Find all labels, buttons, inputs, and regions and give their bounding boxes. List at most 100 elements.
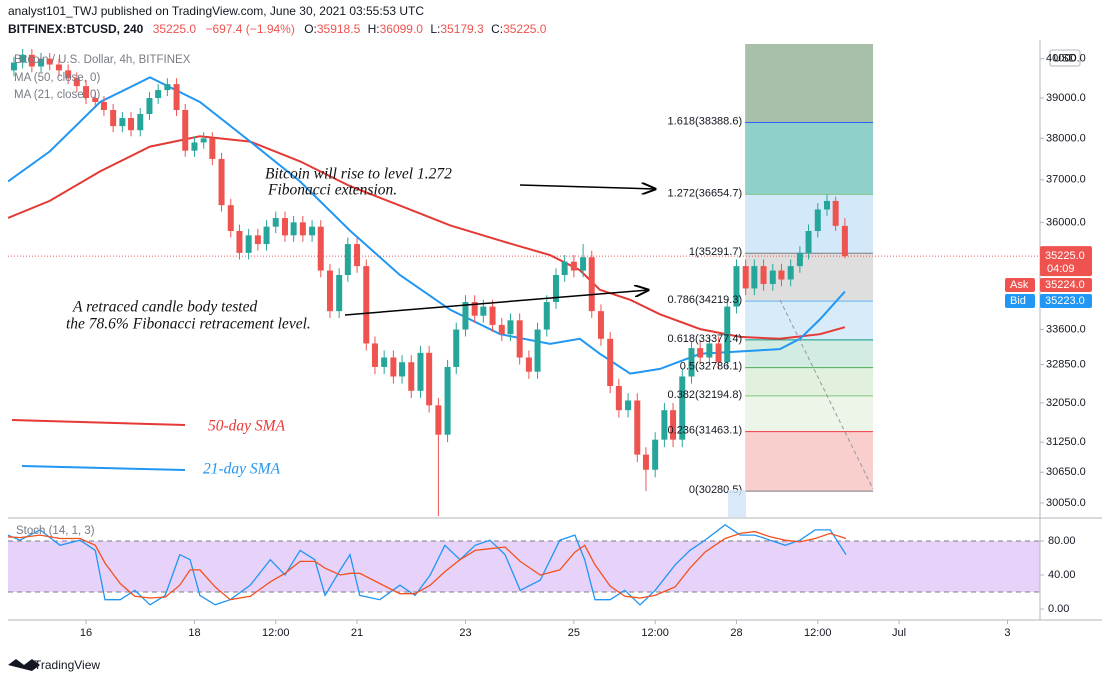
ask-label: 35224.0 (1045, 279, 1085, 291)
candle-body (661, 410, 668, 440)
y-tick-label: 32850.0 (1046, 358, 1086, 370)
candle-body (724, 306, 731, 363)
annotation: the 78.6% Fibonacci retracement level. (66, 316, 311, 333)
last-price-label: 35225.0 (1045, 250, 1085, 262)
candle-body (371, 343, 378, 367)
candle-body (272, 218, 279, 227)
fib-band (745, 367, 874, 396)
candle-body (290, 222, 297, 236)
candle-body (137, 114, 144, 131)
candle-body (236, 231, 243, 253)
candle-body (688, 348, 695, 377)
candle-body (363, 266, 370, 344)
candle-body (588, 257, 595, 312)
candle-body (607, 338, 614, 387)
stoch-line (8, 523, 847, 606)
candle-body (841, 225, 848, 257)
candle-body (336, 275, 343, 312)
candle-body (399, 362, 406, 377)
y-tick-label: 38000.0 (1046, 132, 1086, 144)
candle-body (417, 352, 424, 391)
annotation: A retraced candle body tested (72, 299, 257, 316)
ohlc-value: 35918.5 (317, 22, 361, 36)
legend-ma: MA (21, close, 0) (14, 89, 100, 101)
y-tick-label: 33600.0 (1046, 323, 1086, 335)
fib-label: 1.618(38388.6) (668, 115, 743, 127)
candle-body (597, 311, 604, 339)
candle-body (805, 231, 812, 253)
ohlc-value: 36099.0 (380, 22, 424, 36)
candle-body (19, 54, 26, 63)
ohlc-key: O: (304, 22, 317, 36)
fib-label: 1.272(36654.7) (668, 187, 743, 199)
candle-body (344, 244, 351, 276)
countdown: 04:09 (1047, 263, 1075, 275)
candle-body (534, 329, 541, 372)
fib-label: 0.382(32194.8) (668, 389, 743, 401)
footer-logo: TradingView (34, 658, 100, 672)
candle-body (281, 218, 288, 236)
candle-body (227, 205, 234, 232)
candle-body (525, 357, 532, 372)
currency-box (1049, 49, 1081, 67)
candle-body (73, 78, 80, 87)
ohlc-key: C: (491, 22, 503, 36)
candle-body (516, 320, 523, 358)
ask-box (1040, 278, 1092, 292)
candle-body (796, 252, 803, 267)
y-tick-label: 31250.0 (1046, 436, 1086, 448)
fib-label: 1(35291.7) (689, 246, 742, 258)
candle-body (751, 266, 758, 289)
legend-label: 21-day SMA (203, 461, 281, 478)
candle-body (814, 209, 821, 232)
bid-label: 35223.0 (1045, 295, 1085, 307)
candle-body (245, 235, 252, 253)
candle-body (119, 118, 126, 127)
candle-body (453, 329, 460, 367)
candle-body (543, 302, 550, 330)
candle-body (155, 90, 162, 99)
candle-body (218, 158, 225, 206)
candle-body (173, 84, 180, 111)
stoch-y-tick-label: 0.00 (1048, 603, 1069, 615)
currency: USD (1053, 52, 1076, 64)
last-price-box (1040, 246, 1092, 277)
candle-body (769, 270, 776, 284)
candle-body (832, 200, 839, 226)
ask-name: Ask (1010, 279, 1029, 291)
x-tick-label: 12:00 (262, 627, 290, 639)
ask-name-box (1005, 278, 1035, 292)
legend-ma: MA (50, close, 0) (14, 72, 100, 84)
stoch-line (8, 530, 847, 601)
logo-icon (8, 659, 40, 671)
x-tick-label: 28 (730, 627, 742, 639)
candle-body (182, 110, 189, 151)
candle-body (209, 138, 216, 159)
candle-body (471, 302, 478, 316)
stoch-y-tick-label: 80.00 (1048, 535, 1076, 547)
stoch-y-tick-label: 40.00 (1048, 569, 1076, 581)
x-tick-label: 16 (80, 627, 92, 639)
candle-body (507, 320, 514, 335)
x-tick-label: 18 (188, 627, 200, 639)
candle-body (92, 98, 99, 103)
stoch-band (8, 541, 1040, 593)
publisher: analyst101_TWJ published on TradingView.… (8, 4, 424, 18)
candle-body (697, 348, 704, 358)
candle-body (263, 226, 270, 245)
candle-body (146, 98, 153, 115)
x-tick-label: 25 (568, 627, 580, 639)
candle-body (65, 70, 72, 79)
date-range-highlight (728, 490, 746, 517)
stoch-title: Stoch (14, 1, 3) (16, 525, 95, 537)
bid-name-box (1005, 294, 1035, 308)
legend-label: 50-day SMA (208, 418, 286, 435)
arrow (344, 290, 648, 316)
y-tick-label: 36000.0 (1046, 216, 1086, 228)
candle-body (706, 343, 713, 358)
candle-body (580, 257, 587, 271)
candle-body (570, 261, 577, 271)
stoch-pane (8, 523, 1040, 606)
candle-body (128, 118, 135, 131)
